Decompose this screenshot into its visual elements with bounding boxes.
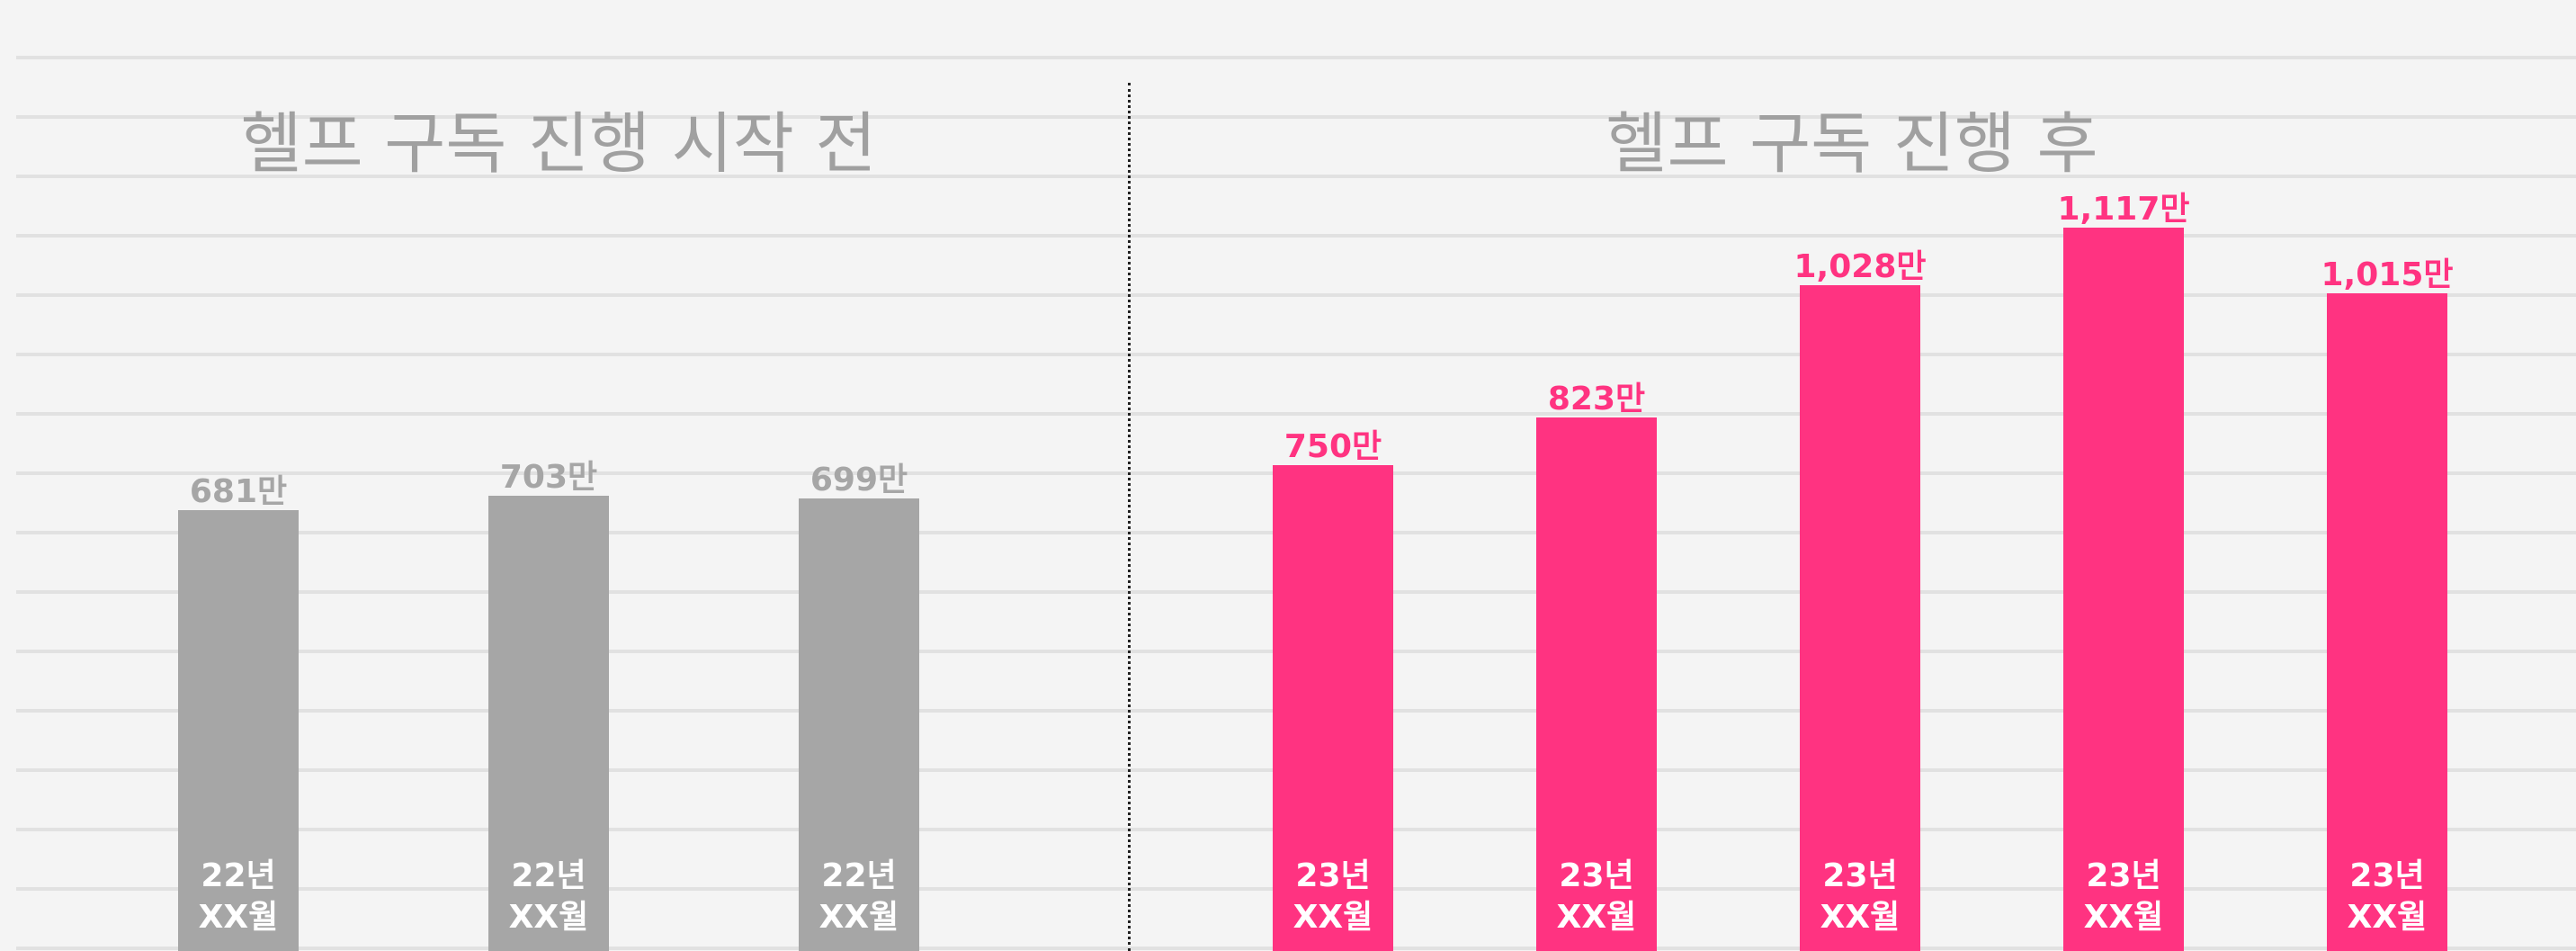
category-label: 23년 XX월 [1507,856,1686,938]
value-label: 823만 [1480,372,1713,419]
value-label: 1,028만 [1743,240,1977,287]
value-label: 681만 [121,465,355,512]
chart-title: 헬프 구독 진행 후 [1357,90,2347,186]
category-label: 23년 XX월 [2297,856,2477,938]
category-label: 22년 XX월 [148,856,328,938]
value-label: 1,117만 [2007,183,2241,229]
value-label: 750만 [1216,420,1450,467]
value-label: 699만 [742,453,976,500]
value-label: 1,015만 [2270,248,2504,295]
chart-title: 헬프 구독 진행 시작 전 [64,90,1053,186]
bar [2327,293,2447,951]
category-label: 22년 XX월 [459,856,639,938]
divider [1128,83,1131,951]
chart-page: 헬프 구독 진행 시작 전 681만 22년 XX월 703만 22년 XX월 699만 2… [0,0,2576,951]
value-label: 703만 [432,451,666,498]
bar [1800,285,1920,951]
category-label: 23년 XX월 [2034,856,2214,938]
bar [2063,228,2184,951]
category-label: 22년 XX월 [769,856,949,938]
category-label: 23년 XX월 [1770,856,1950,938]
category-label: 23년 XX월 [1243,856,1423,938]
